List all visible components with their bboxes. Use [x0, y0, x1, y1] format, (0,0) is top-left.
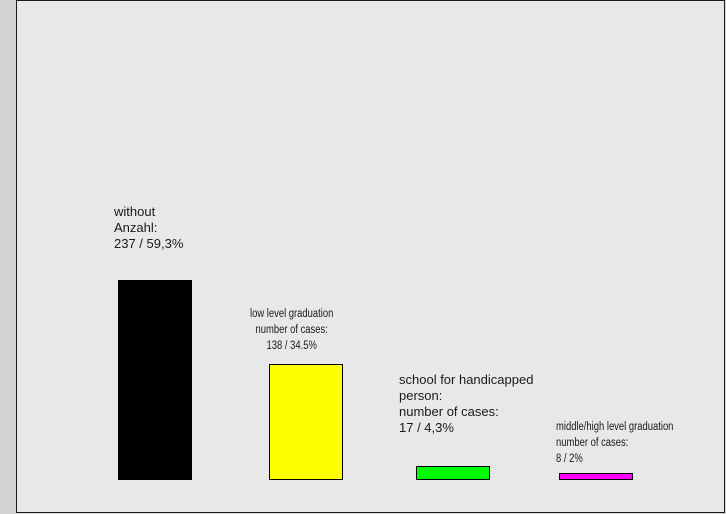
label-line: low level graduation	[250, 308, 334, 320]
label-line: person:	[399, 388, 443, 403]
label-line: school for handicapped	[399, 372, 534, 387]
label-line: 237 / 59,3%	[114, 236, 184, 251]
label-line: without	[114, 204, 156, 219]
label-line: 17 / 4,3%	[399, 420, 454, 435]
label-line: 8 / 2%	[556, 453, 583, 465]
bar-without	[118, 280, 192, 480]
bar-low-level-graduation	[269, 364, 343, 480]
label-line: number of cases:	[399, 404, 499, 419]
label-line: Anzahl:	[114, 220, 158, 235]
label-line: middle/high level graduation	[556, 421, 674, 433]
label-middle-high-level-graduation: middle/high level graduation number of c…	[556, 419, 673, 467]
label-line: number of cases:	[255, 324, 328, 336]
label-line: 138 / 34.5%	[266, 340, 317, 352]
label-line: number of cases:	[556, 437, 629, 449]
bar-school-for-handicapped	[416, 466, 490, 480]
label-low-level-graduation: low level graduation number of cases: 13…	[250, 306, 333, 354]
label-school-for-handicapped: school for handicapped person: number of…	[399, 372, 533, 436]
label-without: without Anzahl: 237 / 59,3%	[114, 204, 183, 252]
chart-canvas: without Anzahl: 237 / 59,3% low level gr…	[16, 0, 725, 513]
bar-middle-high-level-graduation	[559, 473, 633, 480]
